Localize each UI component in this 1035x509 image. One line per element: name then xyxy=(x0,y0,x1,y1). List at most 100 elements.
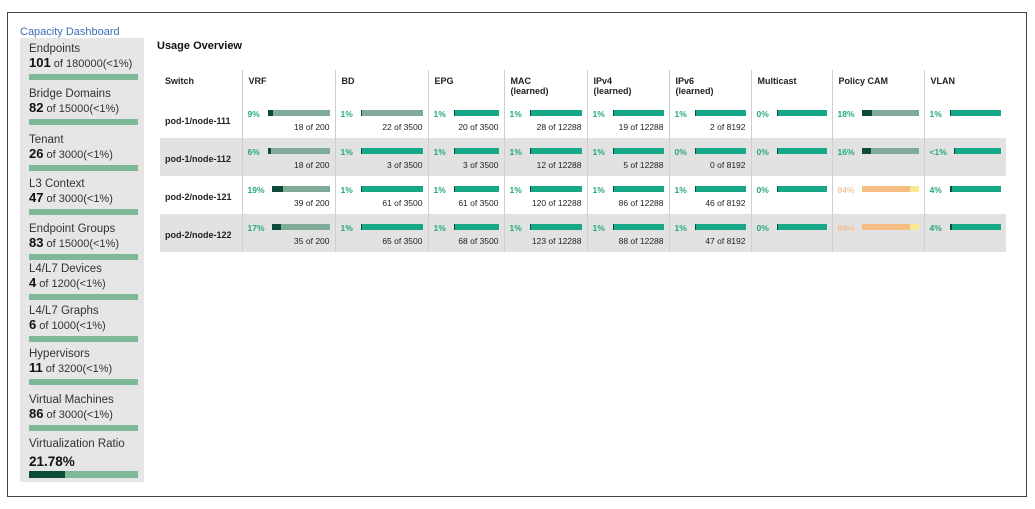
column-header[interactable]: VLAN xyxy=(923,70,1006,100)
capacity-item-limit: of 1000(<1%) xyxy=(36,320,106,332)
usage-count: 35 of 200 xyxy=(294,236,330,246)
usage-bar-fill xyxy=(453,110,455,116)
column-header[interactable]: IPv6 (learned) xyxy=(668,70,751,100)
usage-bar-fill xyxy=(776,224,778,230)
capacity-item[interactable]: Tenant 26 of 3000(<1%) xyxy=(29,134,138,171)
usage-bar xyxy=(861,148,919,154)
usage-bar xyxy=(267,148,330,154)
usage-bar xyxy=(694,148,746,154)
table-row[interactable]: pod-1/node-112 6% 18 of 200 1% 3 of 3500 1% 3 … xyxy=(160,138,1006,176)
capacity-item[interactable]: L4/L7 Devices 4 of 1200(<1%) xyxy=(29,263,138,300)
capacity-item[interactable]: L3 Context 47 of 3000(<1%) xyxy=(29,178,138,215)
switch-name[interactable]: pod-1/node-112 xyxy=(160,138,242,176)
usage-cell: 1% 47 of 8192 xyxy=(668,214,751,252)
table-row[interactable]: pod-2/node-121 19% 39 of 200 1% 61 of 3500 1%… xyxy=(160,176,1006,214)
capacity-item-value: 86 of 3000(<1%) xyxy=(29,407,138,422)
capacity-item[interactable]: Endpoint Groups 83 of 15000(<1%) xyxy=(29,223,138,260)
usage-percent: 0% xyxy=(756,147,769,157)
capacity-item-value: 83 of 15000(<1%) xyxy=(29,236,138,251)
usage-count: 61 of 3500 xyxy=(458,198,499,208)
usage-cell: 1% 120 of 12288 xyxy=(503,176,587,214)
usage-bar xyxy=(453,224,499,230)
usage-bar-fill xyxy=(267,148,272,154)
usage-bar-fill xyxy=(360,148,363,154)
usage-cell: 1% 22 of 3500 xyxy=(334,100,428,138)
usage-overview-title: Usage Overview xyxy=(157,40,242,52)
usage-bar-fill xyxy=(694,186,697,192)
capacity-item[interactable]: Endpoints 101 of 180000(<1%) xyxy=(29,43,138,80)
usage-bar xyxy=(360,186,423,192)
dashboard-title[interactable]: Capacity Dashboard xyxy=(20,26,120,38)
capacity-item-limit: of 1200(<1%) xyxy=(36,278,106,290)
usage-count: 0 of 8192 xyxy=(710,160,746,170)
usage-cell: 1% 20 of 3500 xyxy=(427,100,504,138)
column-header[interactable]: Multicast xyxy=(750,70,832,100)
usage-bar xyxy=(694,110,746,116)
capacity-item-count: 6 xyxy=(29,317,37,332)
usage-bar-fill xyxy=(529,110,532,116)
usage-bar xyxy=(271,186,330,192)
capacity-item[interactable]: Virtual Machines 86 of 3000(<1%) xyxy=(29,394,138,431)
usage-cell: 4% xyxy=(923,214,1006,252)
usage-count: 47 of 8192 xyxy=(705,236,746,246)
column-header[interactable]: BD xyxy=(334,70,428,100)
capacity-item-value: 101 of 180000(<1%) xyxy=(29,56,138,71)
usage-cell: 1% 68 of 3500 xyxy=(427,214,504,252)
usage-percent: 0% xyxy=(756,223,769,233)
usage-count: 22 of 3500 xyxy=(382,122,423,132)
usage-cell: 0% xyxy=(750,214,832,252)
usage-bar xyxy=(360,110,423,116)
capacity-item-value: 47 of 3000(<1%) xyxy=(29,191,138,206)
column-header[interactable]: EPG xyxy=(427,70,504,100)
column-header[interactable]: MAC (learned) xyxy=(503,70,587,100)
usage-percent: 1% xyxy=(509,185,522,195)
capacity-item-bar xyxy=(29,425,138,431)
column-header[interactable]: Switch xyxy=(165,76,195,86)
virtualization-ratio-label: Virtualization Ratio xyxy=(29,438,125,450)
column-header[interactable]: IPv4 (learned) xyxy=(586,70,669,100)
capacity-item-count: 82 xyxy=(29,100,44,115)
capacity-item[interactable]: L4/L7 Graphs 6 of 1000(<1%) xyxy=(29,305,138,342)
usage-cell: 1% 123 of 12288 xyxy=(503,214,587,252)
switch-name[interactable]: pod-1/node-111 xyxy=(165,116,231,126)
capacity-item[interactable]: Hypervisors 11 of 3200(<1%) xyxy=(29,348,138,385)
usage-bar xyxy=(360,224,423,230)
capacity-item-label: L4/L7 Devices xyxy=(29,263,102,275)
usage-count: 19 of 12288 xyxy=(618,122,664,132)
usage-bar-fill xyxy=(612,186,615,192)
capacity-item-count: 101 xyxy=(29,55,51,70)
usage-bar-fill xyxy=(612,224,615,230)
column-header[interactable]: VRF xyxy=(241,70,335,100)
usage-cell: 1% 61 of 3500 xyxy=(427,176,504,214)
table-row[interactable]: pod-2/node-122 17% 35 of 200 1% 65 of 3500 1%… xyxy=(160,214,1006,252)
usage-cell: 1% 5 of 12288 xyxy=(586,138,669,176)
virtualization-ratio-value: 21.78% xyxy=(29,454,75,469)
column-header[interactable]: Policy CAM xyxy=(831,70,924,100)
switch-name[interactable]: pod-2/node-122 xyxy=(160,214,242,252)
usage-percent: 1% xyxy=(340,185,353,195)
usage-bar xyxy=(861,224,919,230)
capacity-item-label: L3 Context xyxy=(29,178,85,190)
usage-cell: 1% 12 of 12288 xyxy=(503,138,587,176)
usage-bar-fill xyxy=(271,186,283,192)
usage-bar xyxy=(694,186,746,192)
usage-bar xyxy=(694,224,746,230)
usage-bar-fill xyxy=(862,224,910,230)
usage-bar-fill xyxy=(776,186,778,192)
usage-bar xyxy=(861,110,919,116)
usage-bar-fill xyxy=(360,186,363,192)
capacity-item-label: Tenant xyxy=(29,134,64,146)
usage-percent: 1% xyxy=(509,147,522,157)
switch-name[interactable]: pod-2/node-121 xyxy=(165,192,232,202)
usage-bar xyxy=(776,224,827,230)
virtualization-ratio[interactable]: Virtualization Ratio 21.78% xyxy=(29,438,138,478)
usage-percent: 9% xyxy=(247,109,260,119)
table-row[interactable]: pod-1/node-111 9% 18 of 200 1% 22 of 3500 1% 2… xyxy=(160,100,1006,138)
usage-bar-fill xyxy=(949,110,952,116)
usage-bar-fill xyxy=(453,224,455,230)
usage-bar-fill xyxy=(861,110,872,116)
usage-count: 3 of 3500 xyxy=(387,160,423,170)
usage-percent: 1% xyxy=(340,109,353,119)
capacity-item[interactable]: Bridge Domains 82 of 15000(<1%) xyxy=(29,88,138,125)
usage-bar xyxy=(612,110,664,116)
